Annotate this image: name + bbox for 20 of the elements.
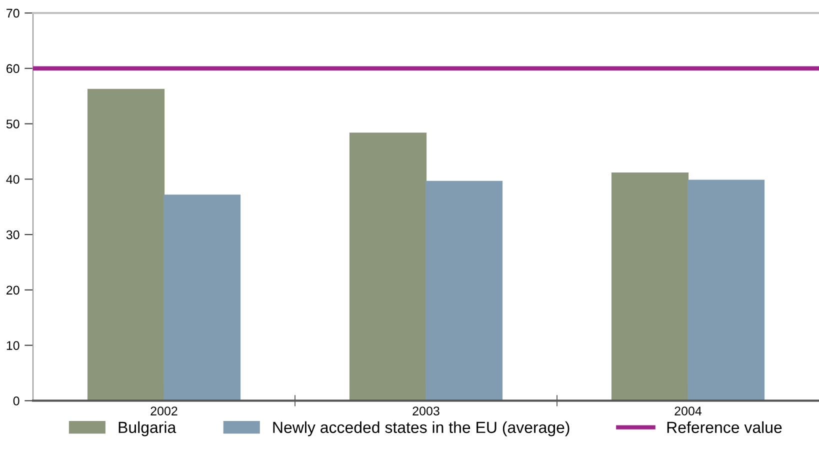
legend-label: Bulgaria <box>118 421 176 436</box>
y-tick-label: 0 <box>13 396 20 406</box>
bar <box>163 194 241 401</box>
bar <box>349 132 427 401</box>
y-tick-label: 40 <box>6 174 20 184</box>
y-tick-label: 20 <box>6 286 20 295</box>
bar <box>687 180 765 401</box>
x-tick-label: 2003 <box>412 406 440 416</box>
y-tick-label: 10 <box>6 341 20 350</box>
x-tick-label: 2002 <box>150 406 178 416</box>
legend-label: Newly acceded states in the EU (average) <box>273 421 570 436</box>
bar <box>425 180 503 401</box>
x-tick-label: 2004 <box>674 406 702 416</box>
y-tick-label: 50 <box>6 120 20 128</box>
y-tick-label: 30 <box>6 230 20 240</box>
bar <box>611 172 689 401</box>
legend-label: Reference value <box>667 421 782 434</box>
y-tick-label: 60 <box>6 64 20 74</box>
y-tick-label: 70 <box>6 8 20 18</box>
bar <box>87 88 165 401</box>
